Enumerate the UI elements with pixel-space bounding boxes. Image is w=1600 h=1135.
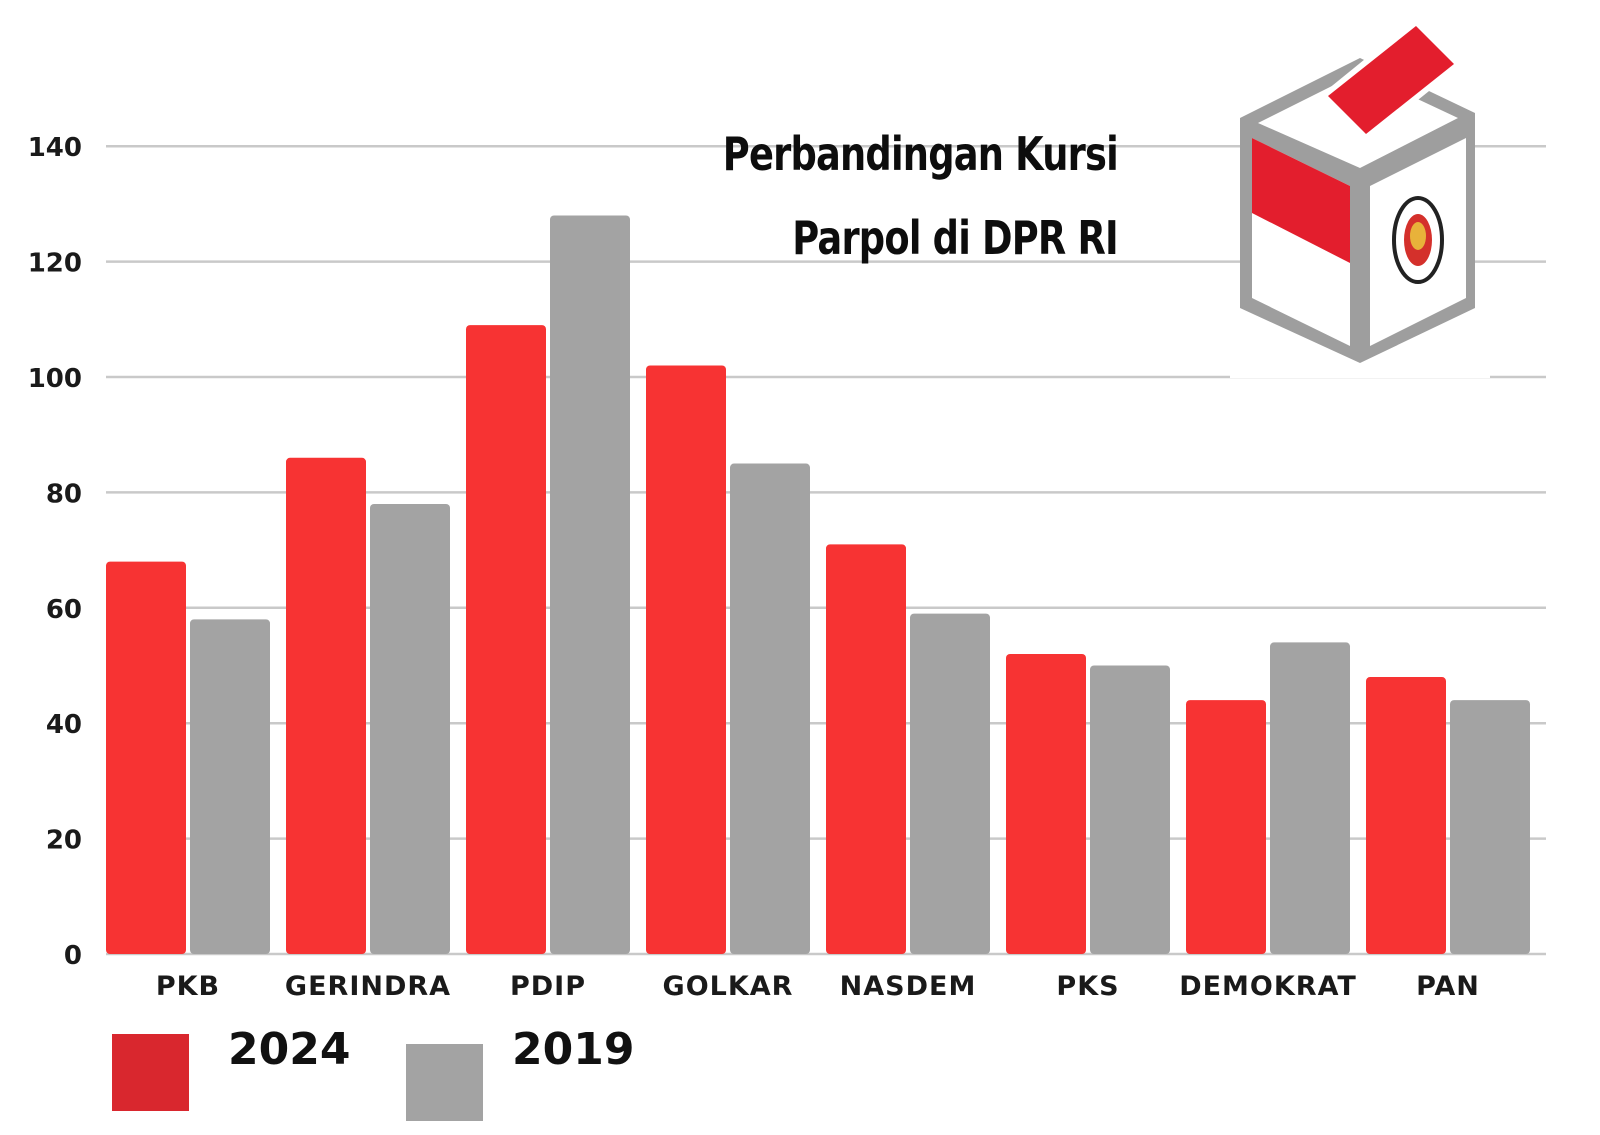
bar-2024-pks [1006, 653, 1086, 954]
x-tick-label: GERINDRA [285, 971, 451, 1002]
chart-title-line-2: Parpol di DPR RI [792, 211, 1118, 265]
legend-label-2019: 2019 [512, 1024, 635, 1075]
y-tick-label: 0 [64, 941, 82, 971]
x-tick-label: NASDEM [840, 971, 977, 1002]
bar-2024-gerindra [286, 457, 366, 954]
x-tick-label: PKB [156, 971, 220, 1002]
bar-2024-pkb [106, 561, 186, 954]
bar-2019-pkb [190, 619, 270, 954]
bar-2019-pan [1450, 700, 1530, 954]
bar-2024-nasdem [826, 544, 906, 954]
x-tick-label: PDIP [510, 971, 586, 1002]
y-tick-label: 80 [46, 479, 82, 509]
y-tick-label: 60 [46, 595, 82, 625]
bar-2019-nasdem [910, 613, 990, 954]
x-tick-label: PKS [1056, 971, 1119, 1002]
y-tick-label: 120 [28, 249, 82, 279]
bar-2024-pdip [466, 325, 546, 954]
y-tick-label: 100 [28, 364, 82, 394]
bar-2024-demokrat [1186, 700, 1266, 954]
y-tick-label: 140 [28, 133, 82, 163]
y-tick-label: 20 [46, 826, 82, 856]
y-tick-label: 40 [46, 710, 82, 740]
legend-swatch-2019 [406, 1044, 483, 1121]
bar-2019-gerindra [370, 503, 450, 954]
legend-label-2024: 2024 [228, 1024, 351, 1075]
x-tick-label: PAN [1416, 971, 1480, 1002]
bar-2019-demokrat [1270, 642, 1350, 954]
bar-2019-golkar [730, 463, 810, 954]
bar-2019-pdip [550, 215, 630, 954]
bar-2024-pan [1366, 677, 1446, 954]
chart-title-line-1: Perbandingan Kursi [722, 127, 1119, 181]
bar-2024-golkar [646, 365, 726, 955]
chart-title: Perbandingan Kursi Parpol di DPR RI [722, 112, 1119, 280]
ballot-box-icon [1230, 16, 1490, 378]
x-tick-label: DEMOKRAT [1179, 971, 1357, 1002]
bar-2019-pks [1090, 665, 1170, 954]
legend-swatch-2024 [112, 1034, 189, 1111]
x-tick-label: GOLKAR [663, 971, 794, 1002]
